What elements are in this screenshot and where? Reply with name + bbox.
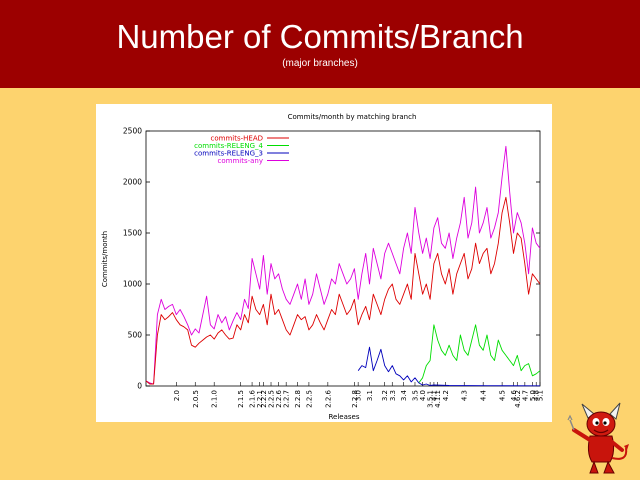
x-tick-label: 2.2.8: [294, 390, 302, 408]
x-tick-label: 3.3: [389, 390, 397, 401]
x-tick-label: 2.2.5: [305, 390, 313, 408]
x-tick-label: 2.1.5: [237, 390, 245, 408]
chart-legend: commits-HEADcommits-RELENG_4commits-RELE…: [194, 135, 289, 165]
x-tick-label: 2.2.6: [324, 389, 332, 407]
x-tick-label: 4.4: [480, 389, 488, 401]
axes: 0 500 1000 1500 2000 2500 2.0 2.0.5 2.1.0 2.1.5 2.…: [123, 127, 545, 408]
x-tick-label: 3.5: [411, 390, 419, 401]
y-tick-label: 2500: [123, 127, 142, 136]
x-tick-label: 2.0: [173, 390, 181, 401]
x-tick-label: 4.7: [521, 390, 529, 401]
chart-panel: Commits/month by matching branch Commits…: [96, 104, 552, 422]
series-line-commits-head: [145, 196, 541, 385]
legend-label: commits-RELENG_4: [194, 142, 263, 150]
x-tick-label: 4.8: [533, 390, 541, 401]
legend-label: commits-HEAD: [211, 135, 264, 143]
x-tick-label: 3.4: [400, 389, 408, 401]
x-tick-label: 4.3: [461, 390, 469, 401]
x-tick-label: 4.0: [419, 390, 427, 401]
series-line-commits-releng-3: [357, 346, 541, 387]
chart-title: Commits/month by matching branch: [288, 113, 417, 121]
x-tick-label: 3.0: [355, 390, 363, 401]
y-tick-label: 1500: [123, 229, 142, 238]
y-tick-label: 500: [128, 331, 143, 340]
plot-frame: [145, 130, 541, 387]
x-tick-label: 2.1.6: [249, 389, 257, 407]
x-tick-label: 4.2: [442, 390, 450, 401]
y-tick-label: 1000: [123, 280, 142, 289]
x-tick-label: 5.0: [529, 390, 537, 401]
x-tick-label: 4.6: [510, 389, 518, 401]
x-tick-label: 2.0.5: [192, 390, 200, 408]
bsd-daemon-icon: [567, 402, 629, 474]
x-tick-label: 2.2.2: [260, 390, 268, 408]
series-layer: [145, 145, 541, 387]
x-tick-label: 4.1.1: [434, 390, 442, 408]
x-tick-label: 2.2.6: [275, 389, 283, 407]
legend-label: commits-RELENG_3: [194, 150, 263, 158]
x-tick-label: 3.2: [381, 390, 389, 401]
x-tick-label: 5.1: [537, 390, 545, 401]
x-tick-label: 3.1: [366, 390, 374, 401]
y-tick-label: 2000: [123, 178, 142, 187]
x-tick-label: 4.6.2: [514, 390, 522, 408]
title-bar: [0, 0, 640, 88]
x-tick-label: 2.1.0: [211, 390, 219, 408]
x-tick-label: 2.2.5: [268, 390, 276, 408]
slide-title: Number of Commits/Branch: [116, 18, 524, 55]
x-tick-label: 3.5.1: [427, 390, 435, 408]
legend-label: commits-any: [218, 157, 264, 165]
series-line-commits-any: [145, 145, 541, 385]
x-tick-label: 4.5: [499, 390, 507, 401]
x-tick-label: 4.1: [430, 390, 438, 401]
x-tick-label: 2.2.7: [283, 390, 291, 408]
x-axis-label: Releases: [329, 413, 360, 421]
y-tick-label: 0: [137, 382, 142, 391]
x-tick-label: 2.2.8: [351, 390, 359, 408]
slide-subtitle: (major branches): [282, 58, 358, 69]
y-axis-label: Commits/month: [101, 231, 109, 287]
series-line-commits-releng-4: [418, 324, 541, 384]
commits-chart: Commits/month by matching branch Commits…: [101, 113, 545, 421]
x-tick-label: 2.2.1: [256, 390, 264, 408]
